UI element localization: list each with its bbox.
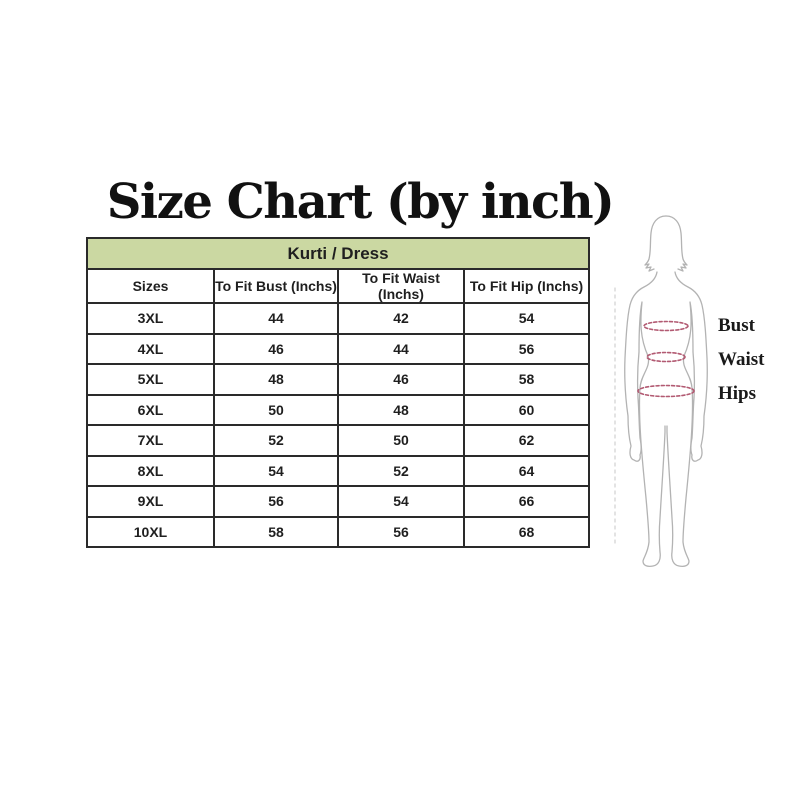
value-cell: 44 xyxy=(337,332,465,365)
value-cell: 46 xyxy=(337,363,465,396)
table-column-header-row: Sizes To Fit Bust (Inchs) To Fit Waist (… xyxy=(86,268,591,304)
table-row: 6XL 50 48 60 xyxy=(86,393,591,426)
value-cell: 60 xyxy=(462,393,591,426)
size-cell: 10XL xyxy=(86,515,215,548)
hips-measure-line xyxy=(637,384,695,398)
bust-measure-line xyxy=(643,320,689,332)
value-cell: 48 xyxy=(337,393,465,426)
value-cell: 50 xyxy=(337,424,465,457)
page-title: Size Chart (by inch) xyxy=(106,174,615,230)
value-cell: 56 xyxy=(462,332,591,365)
value-cell: 54 xyxy=(462,302,591,335)
value-cell: 44 xyxy=(213,302,339,335)
value-cell: 48 xyxy=(213,363,339,396)
value-cell: 62 xyxy=(462,424,591,457)
size-cell: 3XL xyxy=(86,302,215,335)
size-cell: 4XL xyxy=(86,332,215,365)
female-body-silhouette-icon xyxy=(614,215,708,567)
column-header-sizes: Sizes xyxy=(86,268,215,304)
column-header-bust: To Fit Bust (Inchs) xyxy=(213,268,339,304)
value-cell: 68 xyxy=(462,515,591,548)
value-cell: 66 xyxy=(462,485,591,518)
size-cell: 6XL xyxy=(86,393,215,426)
waist-measure-line xyxy=(646,351,686,363)
value-cell: 54 xyxy=(337,485,465,518)
size-table-body: 3XL 44 42 54 4XL 46 44 56 5XL 48 46 58 6XL 50 48 60 7XL 5… xyxy=(86,302,591,548)
measurement-figure: Bust Waist Hips xyxy=(600,210,800,580)
table-row: 5XL 48 46 58 xyxy=(86,363,591,396)
table-row: 9XL 56 54 66 xyxy=(86,485,591,518)
value-cell: 46 xyxy=(213,332,339,365)
size-cell: 8XL xyxy=(86,454,215,487)
value-cell: 54 xyxy=(213,454,339,487)
table-group-header: Kurti / Dress xyxy=(85,237,591,270)
column-header-hip: To Fit Hip (Inchs) xyxy=(462,268,591,304)
size-cell: 9XL xyxy=(86,485,215,518)
table-row: 7XL 52 50 62 xyxy=(86,424,591,457)
value-cell: 64 xyxy=(462,454,591,487)
table-row: 10XL 58 56 68 xyxy=(86,515,591,548)
table-group-header-row: Kurti / Dress xyxy=(85,237,591,270)
hips-label: Hips xyxy=(718,383,757,404)
waist-label: Waist xyxy=(718,349,765,370)
size-chart-table: Kurti / Dress Sizes To Fit Bust (Inchs) … xyxy=(85,237,591,548)
value-cell: 58 xyxy=(462,363,591,396)
value-cell: 58 xyxy=(213,515,339,548)
column-header-waist: To Fit Waist (Inchs) xyxy=(337,268,465,304)
size-cell: 7XL xyxy=(86,424,215,457)
value-cell: 52 xyxy=(337,454,465,487)
table-row: 3XL 44 42 54 xyxy=(86,302,591,335)
value-cell: 56 xyxy=(337,515,465,548)
value-cell: 42 xyxy=(337,302,465,335)
size-cell: 5XL xyxy=(86,363,215,396)
table-row: 8XL 54 52 64 xyxy=(86,454,591,487)
value-cell: 50 xyxy=(213,393,339,426)
table-row: 4XL 46 44 56 xyxy=(86,332,591,365)
value-cell: 56 xyxy=(213,485,339,518)
bust-label: Bust xyxy=(718,315,755,336)
value-cell: 52 xyxy=(213,424,339,457)
